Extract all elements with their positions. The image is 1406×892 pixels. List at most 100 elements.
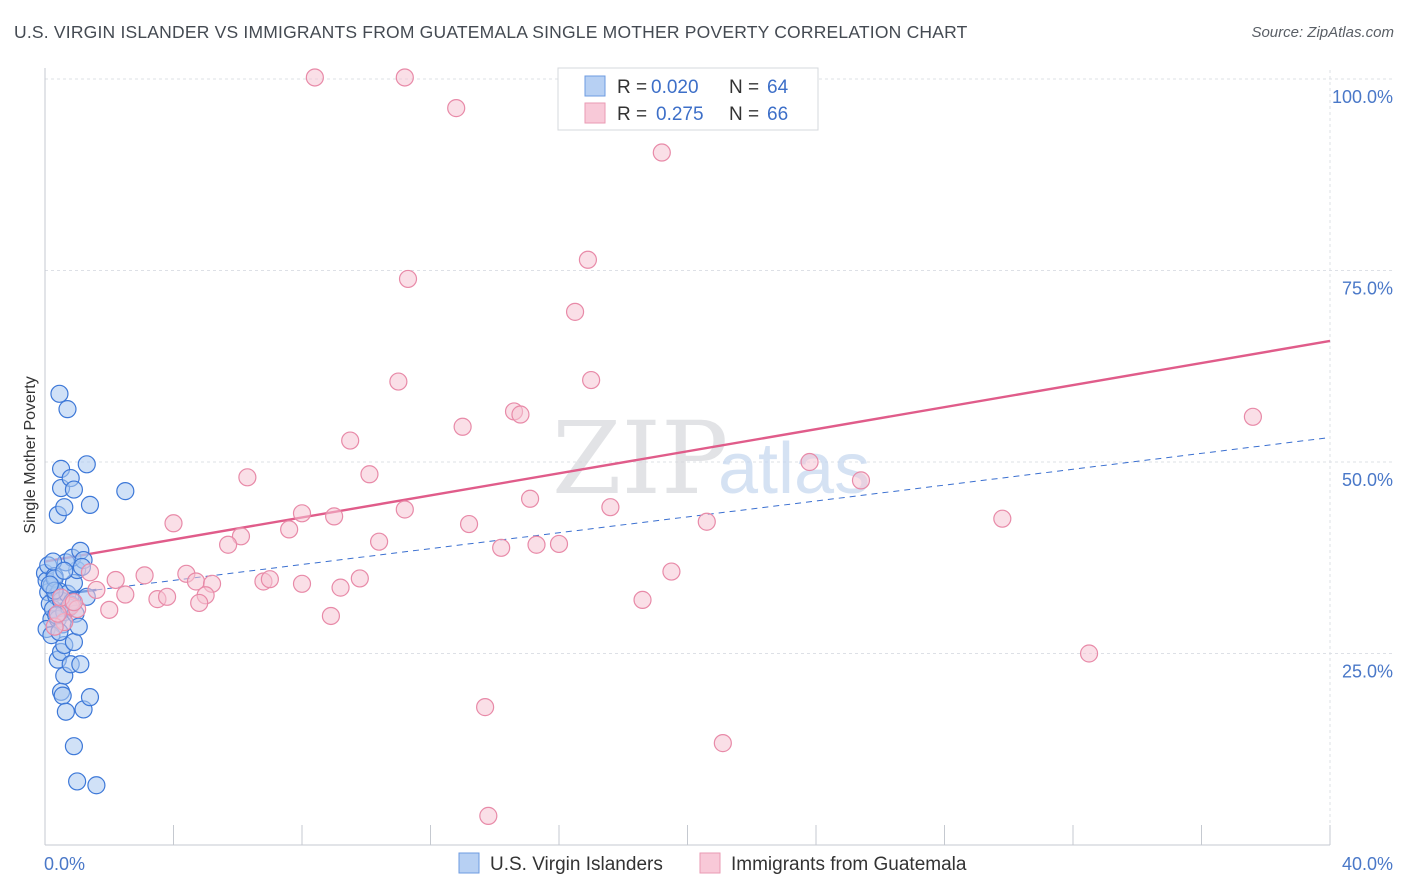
- pink-point-24: [993, 509, 1012, 528]
- pink-point-36: [135, 566, 154, 585]
- bottom-legend-swatch-pink: [699, 852, 721, 874]
- pink-point-22: [325, 507, 344, 526]
- stats-legend: R = 0.020 N = 64 R = 0.275 N = 66: [557, 67, 819, 131]
- pink-point-62: [713, 734, 732, 753]
- pink-point-5: [398, 269, 418, 289]
- blue-point-31: [56, 702, 75, 721]
- pink-point-65: [64, 593, 84, 612]
- trend-line-blue-dashed: [96, 436, 1331, 591]
- pink-point-8: [582, 370, 601, 390]
- x-tick-label-max: 40.0%: [1342, 854, 1393, 874]
- pink-point-3: [652, 143, 671, 162]
- pink-point-25: [164, 514, 183, 533]
- y-tick-label-50: 50.0%: [1342, 470, 1393, 490]
- y-tick-label-100: 100.0%: [1332, 87, 1393, 107]
- pink-point-23: [697, 512, 716, 531]
- pink-point-12: [453, 417, 472, 436]
- legend-n-value-blue: 64: [767, 77, 789, 98]
- pink-point-52: [633, 590, 652, 609]
- pink-point-35: [106, 570, 125, 590]
- pink-point-27: [231, 527, 251, 546]
- blue-point-46: [64, 480, 84, 499]
- chart-source: Source: ZipAtlas.com: [1251, 24, 1394, 41]
- axes-layer: 25.0% 50.0% 75.0% 100.0% 0.0% 40.0%: [44, 68, 1393, 874]
- pink-point-1: [395, 68, 414, 87]
- pink-point-42: [292, 574, 312, 593]
- pink-point-51: [331, 578, 350, 597]
- pink-point-16: [851, 471, 871, 490]
- y-tick-label-25: 25.0%: [1342, 662, 1393, 682]
- pink-point-56: [100, 600, 119, 619]
- legend-n-value-pink: 66: [767, 104, 788, 125]
- legend-swatch-blue: [584, 75, 606, 97]
- pink-point-48: [157, 587, 177, 606]
- pink-point-17: [238, 468, 257, 487]
- pink-point-32: [527, 535, 546, 554]
- bottom-legend-swatch-blue: [458, 852, 480, 874]
- y-tick-label-75: 75.0%: [1342, 279, 1393, 299]
- pink-point-29: [280, 520, 299, 539]
- blue-point-47: [77, 455, 96, 474]
- pink-point-41: [260, 570, 279, 589]
- pink-point-57: [321, 606, 341, 626]
- pink-point-21: [395, 500, 414, 519]
- blue-point-51: [58, 400, 77, 419]
- blue-point-63: [55, 561, 74, 580]
- watermark: ZIP atlas: [552, 400, 870, 517]
- blue-point-50: [50, 384, 69, 403]
- blue-point-48: [80, 495, 100, 514]
- pink-point-13: [360, 465, 379, 484]
- pink-point-2: [447, 99, 466, 118]
- y-axis-label: Single Mother Poverty: [22, 376, 39, 533]
- series-pink-points: [45, 68, 1263, 825]
- pink-point-60: [1079, 644, 1099, 663]
- pink-point-14: [800, 452, 819, 472]
- pink-point-7: [389, 372, 408, 391]
- pink-point-63: [479, 806, 498, 825]
- blue-point-30: [53, 686, 72, 705]
- trend-line-pink: [44, 339, 1331, 563]
- pink-point-20: [292, 504, 312, 523]
- pink-point-18: [520, 489, 540, 508]
- legend-r-value-blue: 0.020: [651, 77, 699, 98]
- blue-point-33: [71, 655, 90, 674]
- blue-point-49: [116, 482, 135, 501]
- blue-point-35: [80, 688, 100, 707]
- pink-point-61: [476, 698, 495, 717]
- pink-point-28: [219, 535, 238, 554]
- blue-point-44: [55, 498, 74, 517]
- bottom-legend-label-pink: Immigrants from Guatemala: [731, 854, 967, 875]
- blue-point-36: [64, 737, 84, 756]
- pink-point-34: [80, 563, 100, 582]
- blue-point-40: [64, 632, 84, 652]
- x-tick-label-min: 0.0%: [44, 854, 85, 874]
- grid-layer: [45, 70, 1393, 845]
- pink-point-46: [116, 585, 135, 604]
- pink-point-45: [87, 580, 106, 600]
- bottom-legend-label-blue: U.S. Virgin Islanders: [490, 854, 663, 875]
- pink-point-59: [48, 604, 67, 623]
- series-legend: U.S. Virgin Islanders Immigrants from Gu…: [458, 852, 967, 875]
- blue-point-37: [68, 772, 87, 791]
- blue-point-58: [40, 575, 59, 594]
- pink-point-30: [370, 532, 389, 551]
- chart-title: U.S. VIRGIN ISLANDER VS IMMIGRANTS FROM …: [14, 22, 968, 42]
- pink-point-50: [190, 593, 209, 613]
- pink-point-33: [549, 534, 569, 554]
- blue-point-38: [87, 776, 106, 795]
- pink-point-26: [459, 514, 479, 534]
- legend-swatch-pink: [584, 102, 606, 124]
- pink-point-11: [341, 431, 360, 450]
- pink-point-19: [601, 498, 620, 517]
- pink-point-4: [578, 250, 598, 269]
- pink-point-44: [662, 562, 681, 581]
- legend-r-value-pink: 0.275: [656, 104, 704, 125]
- pink-point-0: [305, 68, 324, 87]
- pink-point-15: [1243, 407, 1263, 426]
- pink-point-43: [350, 569, 369, 588]
- pink-point-6: [565, 302, 585, 321]
- pink-point-10: [511, 405, 530, 424]
- legend-n-label-pink: N =: [729, 104, 759, 125]
- pink-point-31: [492, 538, 511, 557]
